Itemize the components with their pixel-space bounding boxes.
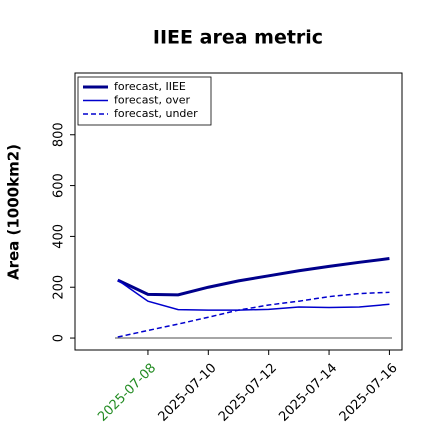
x-tick-label: 2025-07-08	[95, 361, 159, 425]
legend-label: forecast, over	[114, 94, 190, 107]
y-axis-label: Area (1000km2)	[5, 144, 23, 280]
y-tick-label: 200	[52, 275, 67, 300]
y-tick-label: 0	[52, 334, 67, 342]
plot-frame	[74, 72, 403, 351]
chart-title: IIEE area metric	[153, 27, 323, 49]
x-tick-label: 2025-07-14	[276, 361, 340, 425]
series-line	[117, 257, 390, 297]
x-tick-label: 2025-07-12	[216, 361, 280, 425]
y-tick-label: 600	[52, 173, 67, 198]
series-line	[117, 279, 390, 311]
x-tick-label: 2025-07-16	[337, 361, 401, 425]
x-tick-label: 2025-07-10	[156, 361, 220, 425]
legend-label: forecast, IIEE	[114, 80, 186, 93]
y-tick-label: 800	[52, 122, 67, 147]
legend-label: forecast, under	[114, 107, 198, 120]
series-line	[117, 291, 390, 338]
y-tick-label: 400	[52, 224, 67, 249]
